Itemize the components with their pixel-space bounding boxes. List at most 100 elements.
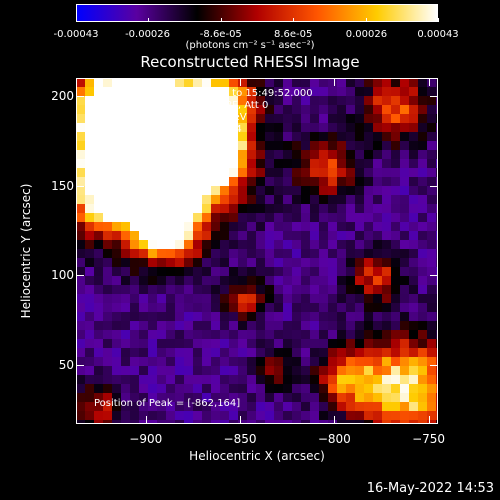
heatmap-cell [337,114,347,124]
heatmap-cell [184,114,194,124]
heatmap-cell [112,411,122,421]
heatmap-cell [409,141,419,151]
heatmap-cell [382,168,392,178]
heatmap-cell [184,141,194,151]
heatmap-cell [346,411,356,421]
heatmap-cell [76,249,86,259]
heatmap-cell [175,339,185,349]
heatmap-cell [337,339,347,349]
heatmap-cell [202,411,212,421]
heatmap-cell [256,321,266,331]
heatmap-cell [418,249,428,259]
heatmap-cell [211,249,221,259]
heatmap-cell [400,285,410,295]
heatmap-cell [319,303,329,313]
heatmap-cell [337,402,347,412]
heatmap-cell [184,294,194,304]
heatmap-cell [184,123,194,133]
heatmap-cell [355,384,365,394]
heatmap-cell [112,330,122,340]
heatmap-cell [418,366,428,376]
heatmap-cell [202,393,212,403]
heatmap-cell [328,222,338,232]
heatmap-image [76,78,438,424]
heatmap-cell [301,330,311,340]
heatmap-cell [400,402,410,412]
heatmap-cell [355,249,365,259]
heatmap-cell [337,321,347,331]
heatmap-cell [427,159,437,169]
heatmap-cell [364,213,374,223]
heatmap-cell [211,213,221,223]
heatmap-cell [274,222,284,232]
heatmap-cell [130,285,140,295]
colorbar-tick-mark [220,18,222,22]
heatmap-cell [238,87,248,97]
heatmap-cell [76,213,86,223]
heatmap-cell [76,321,86,331]
heatmap-cell [400,222,410,232]
heatmap-cell [382,375,392,385]
heatmap-cell [346,123,356,133]
heatmap-cell [328,267,338,277]
heatmap-cell [193,177,203,187]
heatmap-cell [175,159,185,169]
heatmap-cell [418,213,428,223]
heatmap-cell [112,87,122,97]
heatmap-cell [184,393,194,403]
heatmap-cell [337,294,347,304]
heatmap-cell [400,258,410,268]
datestamp: 16-May-2022 14:53 [366,481,494,496]
heatmap-cell [220,177,230,187]
heatmap-cell [418,132,428,142]
heatmap-cell [202,330,212,340]
heatmap-cell [193,240,203,250]
heatmap-cell [328,339,338,349]
heatmap-cell [400,132,410,142]
heatmap-cell [112,78,122,88]
heatmap-cell [247,348,257,358]
heatmap-cell [157,150,167,160]
heatmap-cell [202,177,212,187]
heatmap-cell [346,267,356,277]
heatmap-cell [400,276,410,286]
heatmap-cell [103,384,113,394]
heatmap-cell [103,348,113,358]
heatmap-cell [130,357,140,367]
heatmap-cell [166,141,176,151]
heatmap-cell [157,231,167,241]
heatmap-cell [391,114,401,124]
heatmap-cell [112,168,122,178]
heatmap-cell [202,375,212,385]
heatmap-cell [346,150,356,160]
heatmap-cell [328,384,338,394]
heatmap-cell [157,213,167,223]
heatmap-cell [175,393,185,403]
heatmap-cell [94,249,104,259]
heatmap-cell [274,168,284,178]
heatmap-cell [301,339,311,349]
heatmap-cell [157,114,167,124]
heatmap-cell [94,285,104,295]
heatmap-cell [211,348,221,358]
heatmap-cell [121,411,131,421]
heatmap-cell [337,168,347,178]
heatmap-cell [274,312,284,322]
heatmap-cell [427,411,437,421]
heatmap-cell [436,150,438,160]
heatmap-cell [211,96,221,106]
heatmap-cell [265,249,275,259]
heatmap-cell [211,258,221,268]
heatmap-cell [364,87,374,97]
heatmap-cell [220,312,230,322]
heatmap-cell [139,177,149,187]
heatmap-cell [409,159,419,169]
heatmap-cell [130,177,140,187]
heatmap-cell [130,276,140,286]
colorbar-tick-label: -0.00026 [125,29,171,40]
heatmap-cell [175,177,185,187]
heatmap-cell [148,132,158,142]
heatmap-cell [211,267,221,277]
heatmap-cell [193,222,203,232]
heatmap-cell [76,78,86,88]
